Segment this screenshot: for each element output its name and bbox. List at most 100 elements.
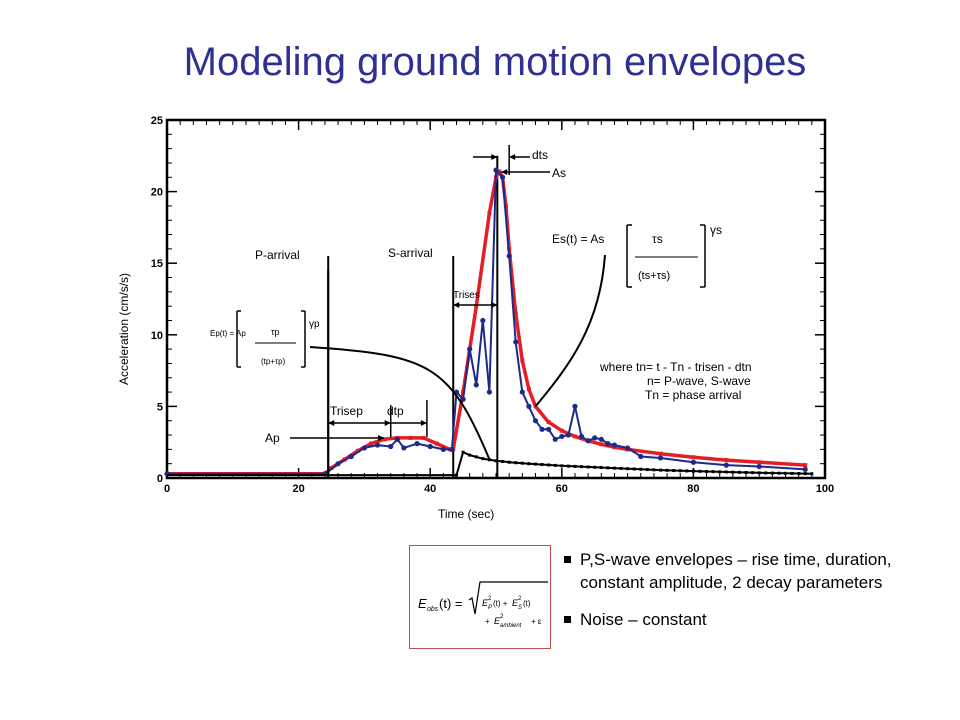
model-point (572, 434, 577, 439)
bullet-square-icon (564, 616, 571, 623)
arrow-head-icon (384, 420, 391, 426)
observed-point (690, 459, 697, 465)
observed-point (374, 442, 381, 448)
noise-point (533, 462, 537, 466)
where-line-3: Tn = phase arrival (645, 388, 741, 402)
y-tick-label: 5 (157, 401, 163, 413)
observed-point (473, 382, 479, 388)
noise-point (777, 471, 781, 475)
observed-point (592, 435, 598, 441)
x-tick-label: 100 (816, 483, 834, 495)
svg-text:S: S (518, 605, 522, 611)
noise-point (803, 472, 807, 476)
ap-label: Ap (265, 431, 280, 445)
where-line-1: where tn= t - Tn - trisen - dtn (599, 360, 752, 374)
noise-point (672, 469, 676, 473)
observed-point (605, 441, 611, 447)
noise-point (652, 468, 656, 472)
noise-point (527, 462, 531, 466)
noise-point (751, 471, 755, 475)
model-point (526, 387, 531, 392)
svg-text:E: E (512, 598, 519, 608)
model-series-line (167, 169, 806, 476)
noise-point (784, 471, 788, 475)
ep-exp: γp (309, 319, 320, 330)
envelope-chart: 0 20 40 60 80 100 0 5 10 15 20 25 Acceleration (cm/… (117, 115, 834, 521)
equation-image: E obs (t) = E 2 P (t) + E 2 S (t) + E 2 … (418, 581, 548, 629)
observed-point (480, 317, 486, 324)
model-point (487, 211, 492, 216)
slide-title: Modeling ground motion envelopes (183, 40, 807, 84)
noise-point (737, 470, 741, 474)
svg-text:E: E (494, 616, 501, 626)
x-axis-label: Time (sec) (438, 507, 494, 521)
observed-point (440, 446, 446, 452)
model-point (513, 311, 518, 316)
y-axis-label: Acceleration (cm/s/s) (117, 273, 131, 385)
trisep-label: Trisep (330, 404, 363, 418)
arrow-head-icon (420, 420, 427, 426)
svg-text:+ ε: + ε (531, 617, 542, 626)
model-point (421, 435, 426, 440)
model-point (474, 304, 479, 309)
noise-point (711, 470, 715, 474)
svg-text:E: E (418, 596, 427, 611)
model-point (355, 448, 360, 453)
observed-point (427, 443, 433, 450)
observed-point (388, 443, 394, 450)
svg-text:obs: obs (427, 606, 439, 613)
svg-text:2: 2 (518, 596, 522, 602)
noise-point (678, 469, 682, 473)
as-label: As (552, 166, 566, 180)
model-point (520, 358, 525, 363)
observed-point (467, 346, 473, 352)
arrow-head-icon (491, 154, 498, 160)
noise-point (514, 461, 518, 465)
observed-point (723, 462, 729, 468)
noise-point (731, 470, 735, 474)
noise-point (724, 470, 728, 474)
observed-point (598, 436, 604, 442)
svg-text:2: 2 (500, 614, 504, 620)
noise-point (580, 465, 584, 469)
arrow-head-icon (509, 154, 516, 160)
bullet-item: Noise – constant (562, 608, 942, 631)
noise-point (790, 471, 794, 475)
noise-point (770, 471, 774, 475)
observed-point (565, 432, 571, 438)
svg-text:+: + (485, 617, 490, 626)
ep-den: (tp+τp) (261, 357, 286, 366)
model-point (691, 455, 696, 460)
svg-text:(t) =: (t) = (439, 596, 462, 611)
observed-point (539, 426, 545, 432)
observed-point (572, 403, 578, 409)
model-point (803, 463, 808, 468)
noise-point (665, 468, 669, 472)
observed-point (506, 253, 512, 259)
observed-point (414, 441, 420, 447)
bullet-item: P,S-wave envelopes – rise time, duration… (562, 548, 942, 594)
model-point (497, 169, 502, 174)
noise-point (560, 464, 564, 468)
noise-point (487, 458, 491, 462)
svg-text:2: 2 (488, 596, 492, 602)
noise-point (474, 455, 478, 459)
observed-point (513, 339, 519, 345)
noise-point (520, 461, 524, 465)
model-point (368, 441, 373, 446)
noise-point (468, 453, 472, 457)
y-tick-label: 0 (157, 473, 163, 485)
trises-label: Trises (453, 290, 480, 301)
observed-series-line (167, 169, 806, 475)
noise-point (455, 473, 459, 477)
model-point (382, 437, 387, 442)
equation-box (409, 545, 551, 649)
noise-point (586, 465, 590, 469)
svg-text:ambient: ambient (500, 623, 522, 629)
noise-point (698, 469, 702, 473)
noise-point (619, 466, 623, 470)
noise-point (764, 471, 768, 475)
observed-point (401, 445, 407, 451)
ep-pointer-curve (309, 346, 491, 460)
x-tick-label: 80 (687, 483, 699, 495)
